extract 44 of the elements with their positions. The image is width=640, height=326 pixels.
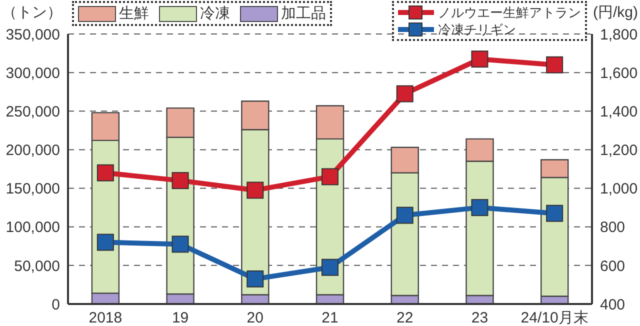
x-tick-label: 24/10月末: [520, 310, 588, 326]
y-tick-label: 350,000: [6, 26, 60, 44]
y2-tick-label: 1,400: [600, 103, 638, 120]
y2-tick-label: 1,800: [600, 26, 638, 44]
point: [471, 50, 488, 68]
point: [172, 236, 189, 253]
point: [396, 206, 414, 224]
y-tick-label: 200,000: [6, 142, 60, 160]
y-tick-label: 100,000: [6, 219, 60, 236]
y2-tick-label: 800: [600, 219, 626, 236]
point: [322, 168, 338, 186]
y2-axis-title: (円/kg): [593, 3, 638, 22]
point: [172, 172, 189, 190]
y-tick-label: 50,000: [14, 258, 60, 275]
x-tick-label: 20: [246, 310, 264, 326]
point: [322, 258, 338, 276]
y-tick-label: 0: [52, 296, 60, 314]
y2-tick-label: 1,600: [600, 64, 638, 82]
y2-tick-label: 600: [600, 258, 626, 275]
legend-label: 加工品: [280, 4, 326, 23]
y2-tick-label: 1,000: [600, 180, 638, 198]
x-tick-label: 2018: [88, 310, 122, 326]
y-axis-title: （トン）: [2, 3, 62, 22]
x-tick-label: 22: [396, 310, 414, 326]
legend-label: 生鮮: [118, 4, 149, 23]
point: [546, 204, 564, 222]
y2-tick-label: 400: [600, 296, 626, 314]
point: [96, 164, 114, 182]
legend-label: ノルウエー生鮮アトラン: [437, 4, 581, 21]
point: [246, 182, 264, 199]
y-tick-label: 150,000: [6, 180, 60, 198]
point: [396, 85, 414, 102]
point: [96, 234, 114, 251]
y-tick-label: 250,000: [6, 103, 60, 120]
y-tick-label: 300,000: [6, 64, 60, 82]
x-tick-label: 19: [172, 310, 189, 326]
point: [246, 270, 264, 288]
legend-label: 冷凍: [199, 4, 230, 23]
legend-label: 冷凍チリギン: [437, 21, 517, 38]
y2-tick-label: 1,200: [600, 142, 638, 160]
x-tick-label: 23: [471, 310, 488, 326]
point: [471, 199, 488, 216]
point: [546, 56, 564, 74]
x-tick-label: 21: [322, 310, 338, 326]
